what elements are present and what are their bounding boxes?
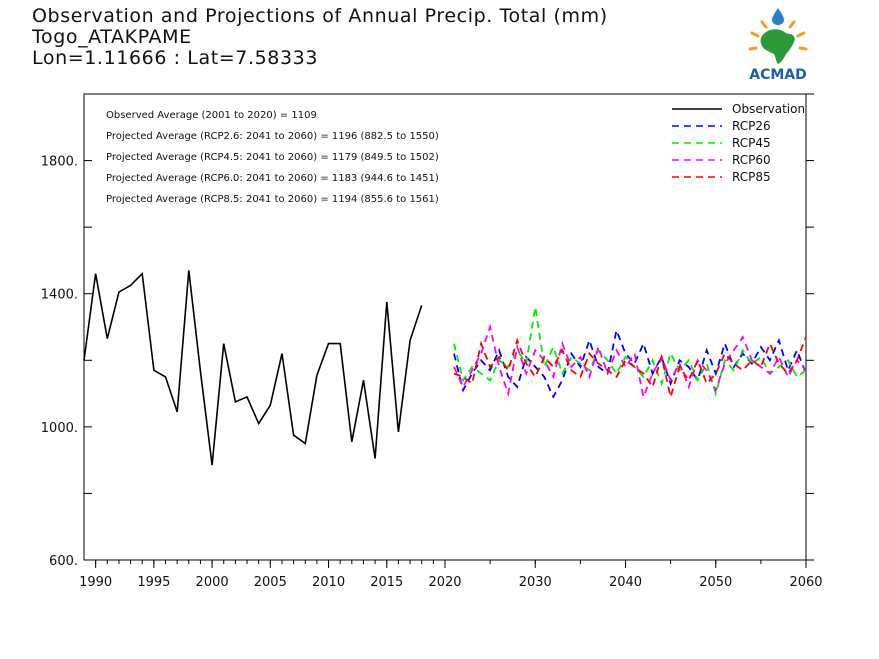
title-block: Observation and Projections of Annual Pr… [32, 6, 608, 69]
legend-label: RCP60 [732, 153, 771, 167]
legend-label: RCP26 [732, 119, 771, 133]
africa-map-icon [760, 29, 795, 64]
logo-text: ACMAD [749, 67, 807, 83]
axis-ticks: 600. 1000. 1400. 1800. 1990 1995 2000 2005 2010 2… [41, 93, 823, 590]
legend-label: RCP45 [732, 136, 771, 150]
x-tick-label: 2005 [254, 575, 287, 590]
x-tick-label: 2015 [370, 575, 403, 590]
legend: Observation RCP26 RCP45 RCP60 RCP85 [672, 102, 805, 184]
y-tick-label: 1000. [41, 421, 78, 436]
station-name: Togo_ATAKPAME [32, 26, 192, 48]
x-tick-label: 2060 [789, 575, 822, 590]
series-line-rcp26 [453, 327, 807, 399]
data-series [83, 270, 807, 466]
x-tick-label: 2010 [312, 575, 345, 590]
x-tick-label: 2020 [428, 575, 461, 590]
series-line-rcp45 [453, 306, 807, 397]
x-tick-label: 1995 [137, 575, 170, 590]
legend-label: Observation [732, 102, 805, 116]
station-coordinates: Lon=1.11666 : Lat=7.58333 [32, 47, 319, 69]
series-line-rcp85 [453, 336, 807, 401]
plot-frame [83, 93, 807, 561]
annotation-line: Observed Average (2001 to 2020) = 1109 [106, 110, 317, 121]
legend-label: RCP85 [732, 170, 771, 184]
acmad-logo: ACMAD [748, 8, 808, 83]
x-tick-label: 2040 [609, 575, 642, 590]
water-drop-icon [772, 8, 784, 25]
x-tick-label: 2030 [519, 575, 552, 590]
y-tick-label: 600. [49, 554, 78, 569]
x-tick-label: 1990 [79, 575, 112, 590]
annotation-line: Projected Average (RCP8.5: 2041 to 2060)… [106, 194, 439, 205]
x-tick-label: 2050 [699, 575, 732, 590]
y-tick-label: 1400. [41, 288, 78, 303]
x-tick-label: 2000 [196, 575, 229, 590]
series-line-observation [83, 270, 423, 466]
chart-title: Observation and Projections of Annual Pr… [32, 5, 608, 27]
annotation-block: Observed Average (2001 to 2020) = 1109 Pr… [106, 110, 439, 205]
annotation-line: Projected Average (RCP2.6: 2041 to 2060)… [106, 131, 439, 142]
annotation-line: Projected Average (RCP4.5: 2041 to 2060)… [106, 152, 439, 163]
series-line-rcp60 [453, 323, 807, 401]
y-tick-label: 1800. [41, 155, 78, 170]
annotation-line: Projected Average (RCP6.0: 2041 to 2060)… [106, 173, 439, 184]
